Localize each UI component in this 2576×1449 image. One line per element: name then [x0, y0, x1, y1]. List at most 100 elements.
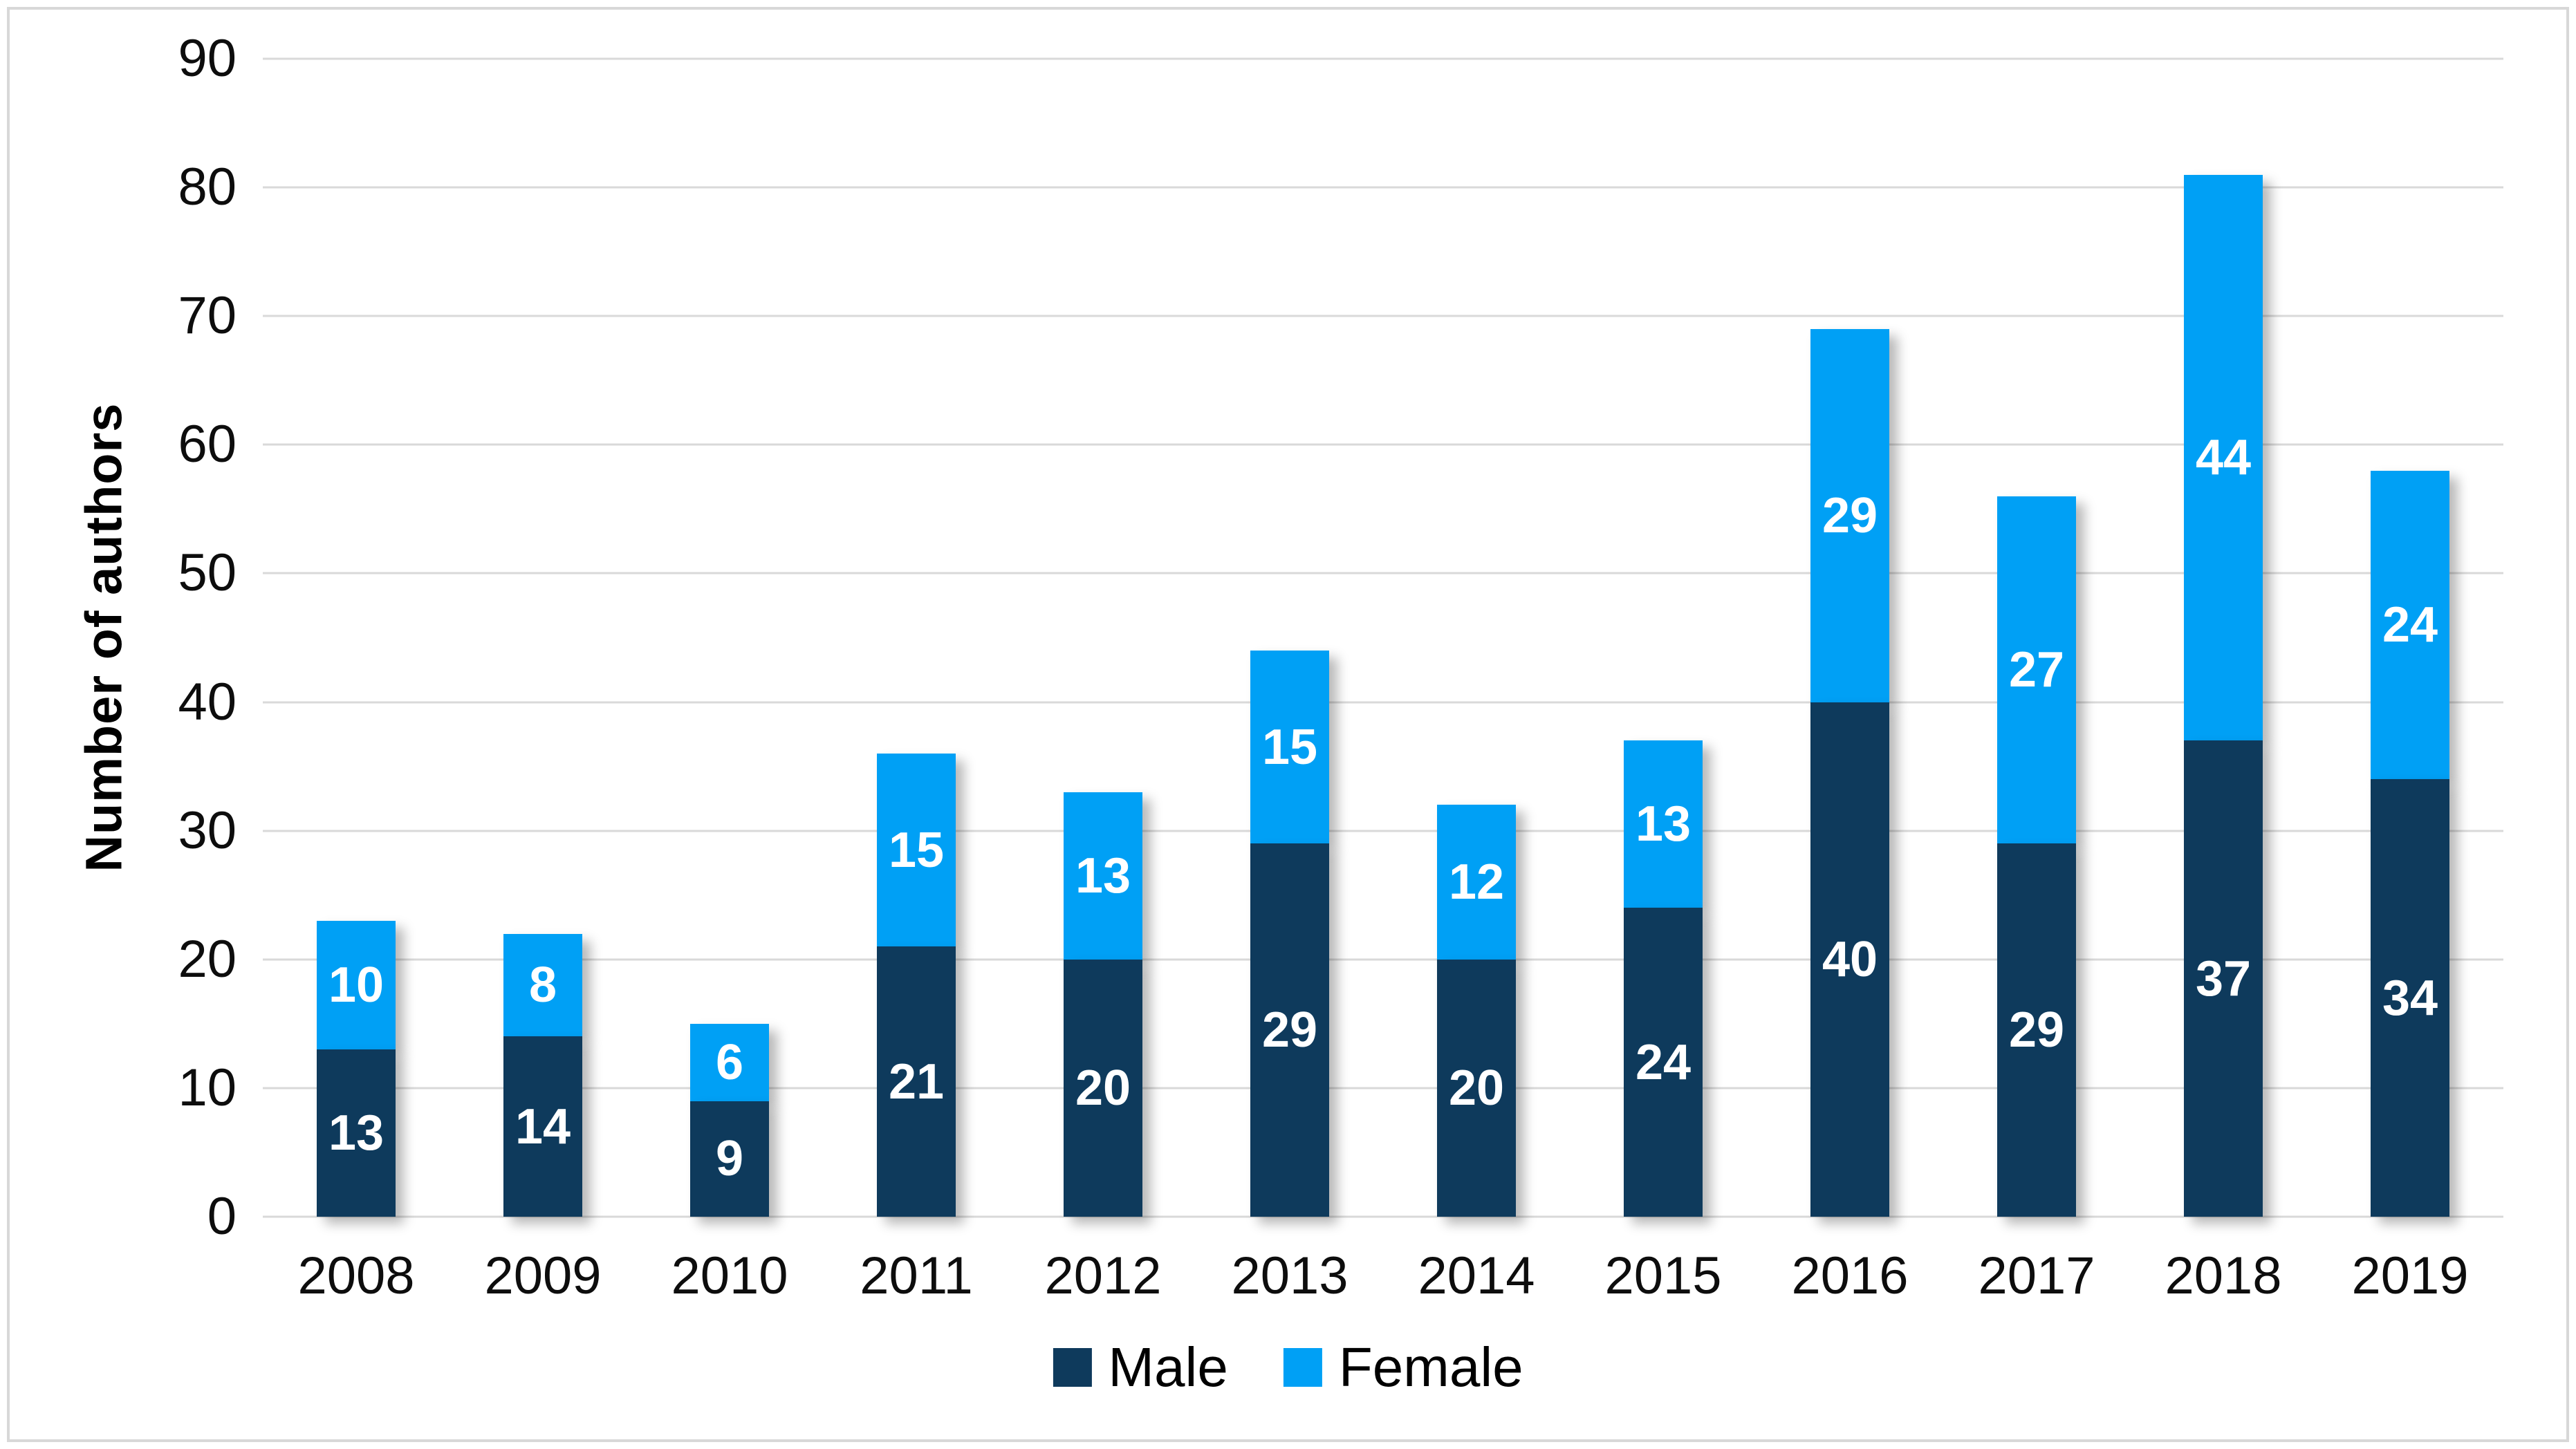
bar-2015-female-segment: 13: [1624, 740, 1703, 908]
bar-2015-male-value-label: 24: [1635, 1034, 1692, 1090]
bar-slot-2012: 13 20: [1010, 59, 1196, 1217]
bar-2013-female-value-label: 15: [1261, 719, 1318, 775]
y-tick-label-90: 90: [178, 29, 237, 88]
x-axis-label-2013: 2013: [1231, 1246, 1349, 1305]
stacked-bar-2019: 24 34: [2371, 59, 2449, 1217]
legend: Male Female: [1053, 1340, 1523, 1395]
x-axis-label-2018: 2018: [2165, 1246, 2282, 1305]
stacked-bar-2015: 13 24: [1624, 59, 1703, 1217]
plot-area: 0 10 20 30 40 50 60 70 80 90 10 13 8 14 6 9 15 21 13 20 15 2…: [178, 32, 2503, 1243]
bar-slot-2016: 29 40: [1757, 59, 1943, 1217]
bar-slot-2011: 15 21: [823, 59, 1010, 1217]
stacked-bar-2017: 27 29: [1997, 59, 2076, 1217]
bar-slot-2015: 13 24: [1570, 59, 1757, 1217]
gridline-30: [263, 830, 2503, 832]
bar-slot-2009: 8 14: [450, 59, 636, 1217]
bar-2017-female-segment: 27: [1997, 496, 2076, 844]
bar-2009-male-value-label: 14: [515, 1099, 571, 1154]
x-axis-label-2012: 2012: [1044, 1246, 1162, 1305]
bar-2011-female-value-label: 15: [888, 822, 945, 878]
bar-2009-female-value-label: 8: [528, 957, 557, 1013]
bar-slot-2017: 27 29: [1943, 59, 2130, 1217]
y-tick-label-40: 40: [178, 672, 237, 731]
bar-2011-female-segment: 15: [877, 754, 956, 947]
stacked-bar-2016: 29 40: [1810, 59, 1889, 1217]
x-axis-label-2011: 2011: [860, 1246, 973, 1305]
x-axis-label-2016: 2016: [1791, 1246, 1909, 1305]
y-axis-title: Number of authors: [75, 402, 133, 872]
bar-2019-female-value-label: 24: [2382, 597, 2438, 653]
bar-2016-male-segment: 40: [1810, 702, 1889, 1217]
bar-2017-male-value-label: 29: [2008, 1002, 2065, 1058]
x-axis-label-2008: 2008: [297, 1246, 415, 1305]
bar-2019-male-value-label: 34: [2382, 970, 2438, 1026]
y-tick-label-20: 20: [178, 929, 237, 989]
gridline-70: [263, 315, 2503, 317]
legend-male-label: Male: [1108, 1336, 1228, 1398]
bar-2012-female-segment: 13: [1064, 792, 1142, 960]
bar-2010-male-segment: 9: [690, 1101, 769, 1217]
bar-slot-2008: 10 13: [263, 59, 450, 1217]
bar-2018-female-value-label: 44: [2195, 429, 2252, 485]
bar-2018-male-segment: 37: [2184, 740, 2263, 1217]
stacked-bar-2009: 8 14: [503, 59, 582, 1217]
bar-2017-female-value-label: 27: [2008, 642, 2065, 698]
x-axis-label-2017: 2017: [1978, 1246, 2095, 1305]
stacked-bar-2012: 13 20: [1064, 59, 1142, 1217]
stacked-bar-2008: 10 13: [317, 59, 396, 1217]
stacked-bar-2014: 12 20: [1437, 59, 1516, 1217]
x-axis-label-2010: 2010: [671, 1246, 788, 1305]
bar-2009-male-segment: 14: [503, 1036, 582, 1217]
x-axis-label-2019: 2019: [2351, 1246, 2469, 1305]
bar-2014-female-segment: 12: [1437, 805, 1516, 960]
bar-2010-female-segment: 6: [690, 1023, 769, 1101]
stacked-bar-2018: 44 37: [2184, 59, 2263, 1217]
y-tick-label-0: 0: [207, 1187, 237, 1246]
gridline-10: [263, 1087, 2503, 1090]
y-tick-label-60: 60: [178, 415, 237, 474]
bar-2015-female-value-label: 13: [1635, 796, 1692, 852]
y-tick-label-80: 80: [178, 158, 237, 217]
bar-2017-male-segment: 29: [1997, 843, 2076, 1217]
y-tick-label-70: 70: [178, 286, 237, 346]
legend-item-male: Male: [1053, 1336, 1228, 1398]
y-tick-label-50: 50: [178, 543, 237, 603]
stacked-bar-2011: 15 21: [877, 59, 956, 1217]
bar-2012-male-segment: 20: [1064, 959, 1142, 1217]
gridline-50: [263, 572, 2503, 574]
bar-slot-2018: 44 37: [2130, 59, 2317, 1217]
bar-2008-male-value-label: 13: [328, 1105, 384, 1161]
bars-layer: 10 13 8 14 6 9 15 21 13 20 15 29 12 20 13 24 29 40 27 29 44 3…: [263, 59, 2503, 1217]
bar-slot-2014: 12 20: [1383, 59, 1570, 1217]
x-axis-labels: 2008 2009 2010 2011 2012 2013 2014 2015 2016 2017…: [263, 1250, 2503, 1319]
bar-2016-female-segment: 29: [1810, 328, 1889, 702]
bar-2013-male-value-label: 29: [1261, 1002, 1318, 1058]
bar-2009-female-segment: 8: [503, 933, 582, 1037]
y-tick-label-10: 10: [178, 1058, 237, 1117]
gridline-80: [263, 186, 2503, 189]
bar-2014-female-value-label: 12: [1448, 854, 1505, 910]
bar-2008-female-value-label: 10: [328, 957, 384, 1013]
bar-slot-2013: 15 29: [1196, 59, 1383, 1217]
bar-2008-male-segment: 13: [317, 1049, 396, 1217]
bar-2014-male-segment: 20: [1437, 959, 1516, 1217]
bar-2018-male-value-label: 37: [2195, 951, 2252, 1007]
bar-2011-male-value-label: 21: [888, 1054, 945, 1110]
bar-2013-male-segment: 29: [1250, 843, 1329, 1217]
bar-2012-female-value-label: 13: [1075, 848, 1131, 904]
legend-item-female: Female: [1283, 1336, 1523, 1398]
legend-female-label: Female: [1338, 1336, 1523, 1398]
bar-2013-female-segment: 15: [1250, 651, 1329, 844]
gridline-20: [263, 958, 2503, 961]
bar-2014-male-value-label: 20: [1448, 1060, 1505, 1116]
gridline-90: [263, 57, 2503, 60]
bar-2018-female-segment: 44: [2184, 174, 2263, 741]
gridline-40: [263, 701, 2503, 704]
bar-2010-male-value-label: 9: [715, 1131, 744, 1187]
bar-2008-female-segment: 10: [317, 920, 396, 1050]
x-axis-label-2015: 2015: [1604, 1246, 1722, 1305]
bar-2016-male-value-label: 40: [1822, 931, 1878, 987]
